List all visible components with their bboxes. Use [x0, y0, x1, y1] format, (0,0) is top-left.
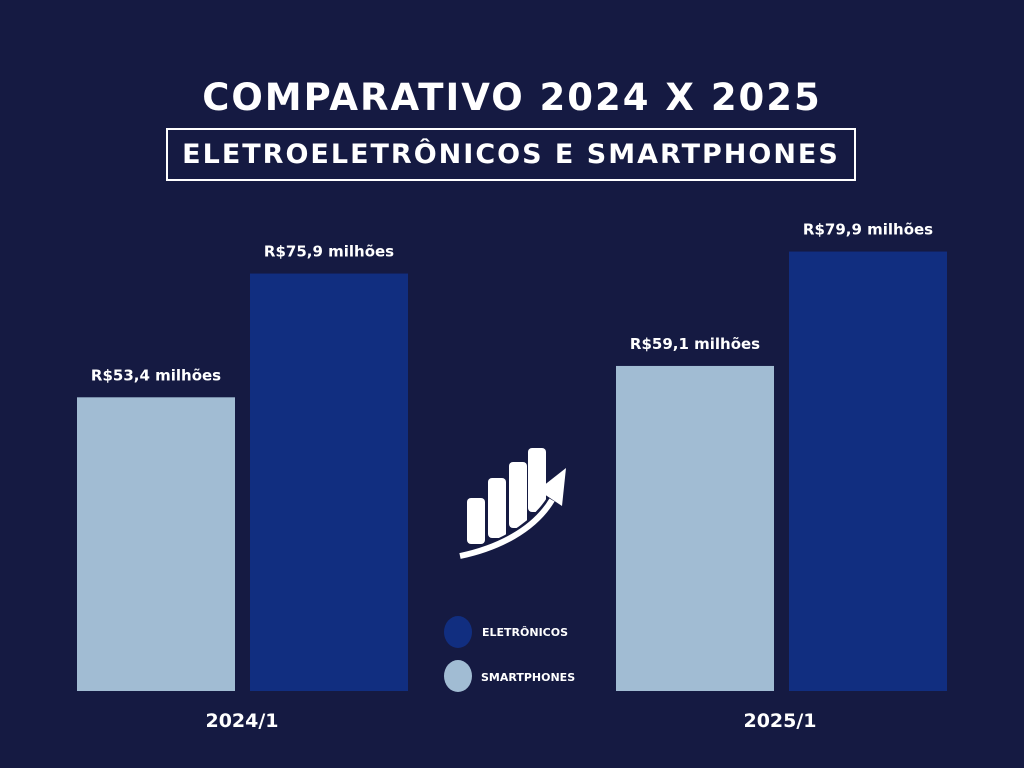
data-label-eletronicos-1: R$79,9 milhões [803, 221, 933, 239]
chart-subtitle: ELETROELETRÔNICOS E SMARTPHONES [166, 128, 856, 181]
bar-eletronicos-0 [250, 273, 408, 691]
bar-eletronicos-1 [789, 251, 947, 692]
category-label-0: 2024/1 [205, 710, 278, 732]
chart-title: COMPARATIVO 2024 X 2025 [202, 76, 822, 119]
data-label-smartphones-0: R$53,4 milhões [91, 366, 221, 384]
bar-smartphones-1 [616, 365, 774, 691]
legend-item-eletronicos: ELETRÔNICOS [444, 616, 568, 648]
data-label-eletronicos-0: R$75,9 milhões [264, 243, 394, 261]
bars-layer [77, 251, 947, 692]
legend-swatch-smartphones [444, 660, 472, 692]
chart-legend: ELETRÔNICOS SMARTPHONES [444, 616, 575, 692]
category-label-1: 2025/1 [743, 710, 816, 732]
data-label-smartphones-1: R$59,1 milhões [630, 335, 760, 353]
legend-label-smartphones: SMARTPHONES [481, 671, 575, 684]
bar-smartphones-0 [77, 397, 235, 691]
legend-label-eletronicos: ELETRÔNICOS [482, 626, 568, 639]
legend-item-smartphones: SMARTPHONES [444, 660, 575, 692]
legend-swatch-eletronicos [444, 616, 472, 648]
bar-chart-growth-arrow-icon [458, 448, 566, 561]
labels-layer: R$53,4 milhões R$75,9 milhões 2024/1 R$59,1… [91, 221, 933, 732]
